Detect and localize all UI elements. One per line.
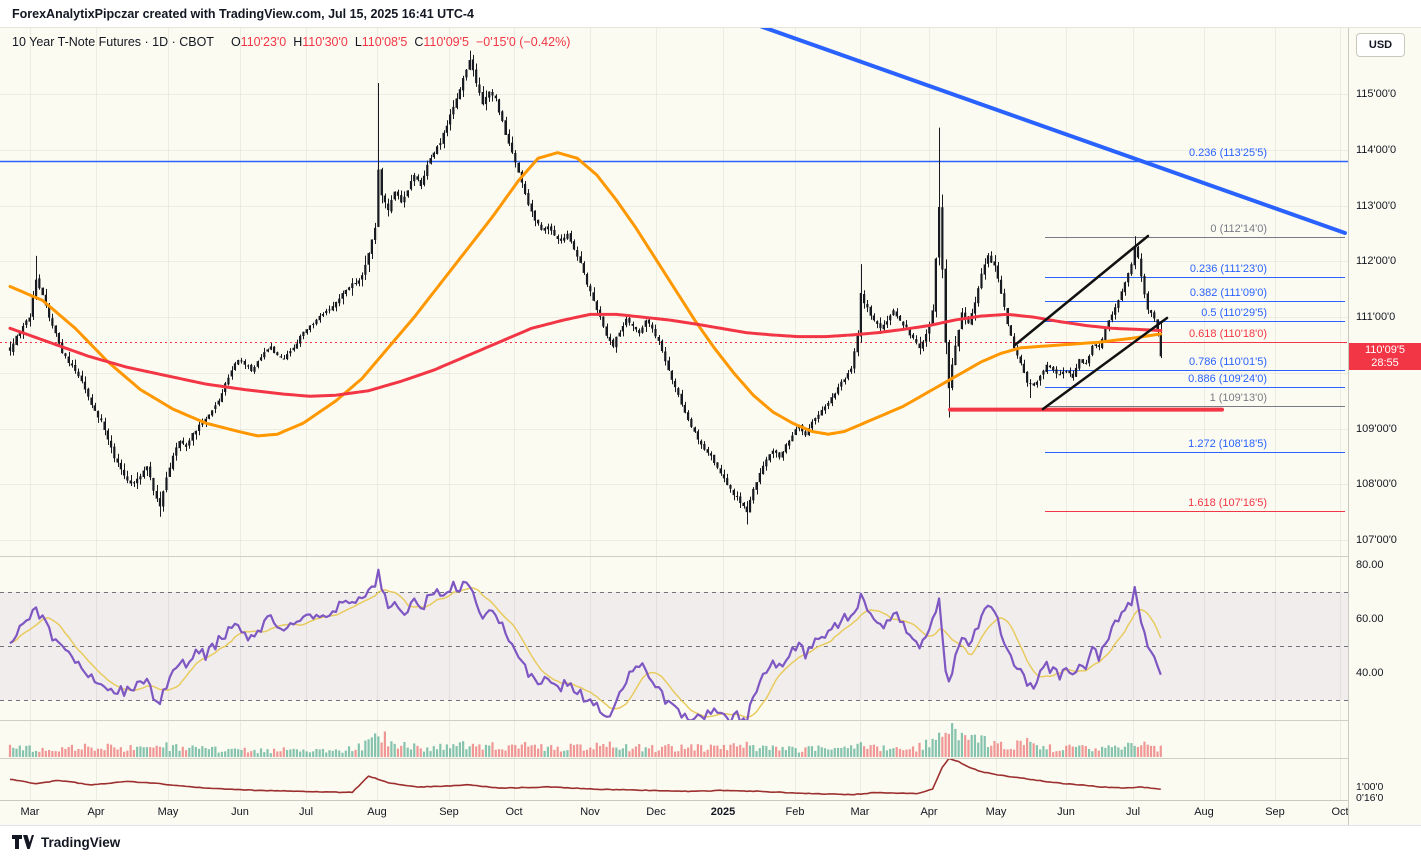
low-label: L [354,35,362,49]
time-axis-month-label: Jul [298,806,314,818]
time-axis-month-label: Mar [850,806,870,818]
price-tick-label: 112'00'0 [1356,255,1397,268]
last-price-badge: 110'09'5 28:55 [1349,343,1421,371]
time-axis-month-label: Dec [646,806,666,818]
last-price-value: 110'09'5 [1364,344,1406,357]
atr-tick-label: 1'00'0 [1356,781,1384,793]
time-axis-month-label: Aug [367,806,387,818]
price-tick-label: 114'00'0 [1356,143,1397,156]
rsi-tick-label: 60.00 [1356,613,1384,625]
time-axis-month-label: Jun [1057,806,1075,818]
time-axis-month-label: Aug [1194,806,1214,818]
price-axis[interactable]: USD 110'09'5 28:55 115'00'0 114'00'0 113'0… [1348,28,1421,826]
time-axis-month-label: Oct [505,806,523,818]
time-axis-month-label: Oct [1331,806,1349,818]
time-axis-month-label: Apr [920,806,938,818]
high-label: H [293,35,303,49]
bar-countdown: 28:55 [1371,356,1399,369]
high-value: 110'30'0 [302,35,348,49]
footer-bar: TradingView [0,825,1421,858]
price-tick-label: 109'00'0 [1356,422,1397,435]
tradingview-logo-icon[interactable] [12,835,34,849]
time-axis-month-label: Mar [20,806,40,818]
price-tick-label: 115'00'0 [1356,88,1397,101]
rsi-tick-label: 80.00 [1356,559,1384,571]
close-value: 110'09'5 [423,35,469,49]
time-axis-month-label: Apr [87,806,105,818]
time-axis-month-label: May [157,806,179,818]
time-axis-month-label: Sep [1265,806,1285,818]
price-tick-label: 107'00'0 [1356,534,1397,547]
time-axis-month-label: Nov [580,806,600,818]
time-axis[interactable]: Mar Apr May Jun Jul Aug Sep Oct Nov Dec 2025 Feb Mar… [0,800,1421,827]
low-value: 110'08'5 [361,35,408,49]
price-tick-label: 111'00'0 [1356,311,1396,324]
rsi-tick-label: 40.00 [1356,667,1384,679]
open-label: O [230,35,241,49]
time-axis-month-label: Jun [231,806,249,818]
price-tick-label: 108'00'0 [1356,478,1397,491]
price-chart-canvas[interactable] [0,28,1348,826]
open-value: 110'23'0 [240,35,287,49]
time-axis-month-label: May [985,806,1007,818]
tradingview-brand-text[interactable]: TradingView [41,834,121,850]
chart-region: 10 Year T-Note Futures · 1D · CBOT O110'2… [0,28,1421,827]
currency-usd-button[interactable]: USD [1356,33,1405,57]
close-label: C [414,35,424,49]
attribution-text: ForexAnalytixPipczar created with Tradin… [12,7,474,21]
time-axis-month-label: 2025 [710,806,736,818]
symbol-title[interactable]: 10 Year T-Note Futures · 1D · CBOT [12,35,214,49]
attribution-bar: ForexAnalytixPipczar created with Tradin… [0,0,1421,28]
time-axis-month-label: Jul [1125,806,1141,818]
price-tick-label: 113'00'0 [1356,199,1397,212]
atr-tick-label: 0'16'0 [1356,792,1384,804]
time-axis-month-label: Sep [439,806,459,818]
time-axis-month-label: Feb [785,806,805,818]
symbol-info-row[interactable]: 10 Year T-Note Futures · 1D · CBOT O110'2… [12,35,570,49]
change-value: −0'15'0 (−0.42%) [475,35,571,49]
